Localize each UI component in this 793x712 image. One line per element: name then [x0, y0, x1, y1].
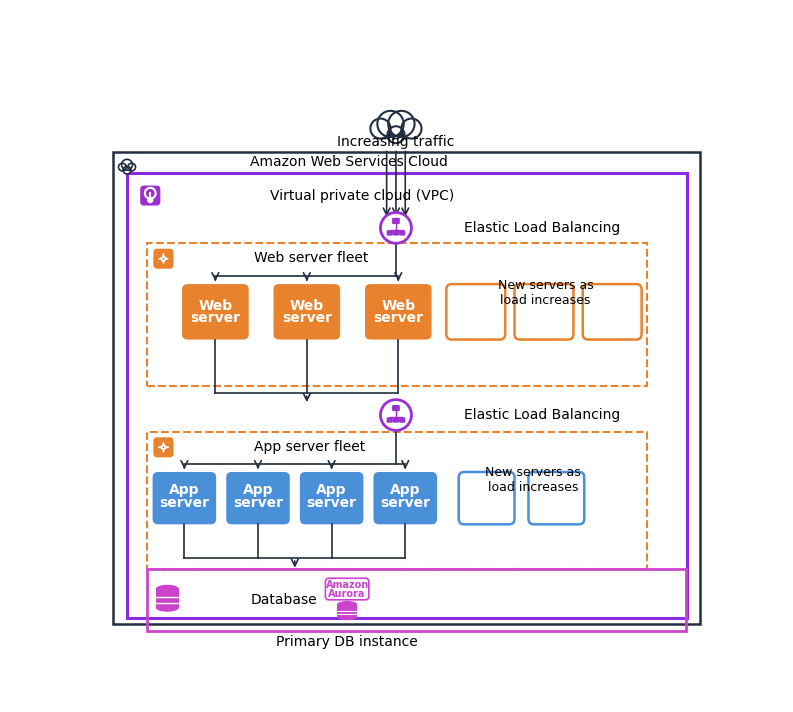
Bar	[118, 164, 136, 172]
FancyBboxPatch shape	[274, 284, 340, 340]
Text: App: App	[316, 483, 347, 498]
Text: New servers as
load increases: New servers as load increases	[498, 279, 593, 308]
FancyBboxPatch shape	[140, 186, 160, 206]
FancyBboxPatch shape	[583, 284, 642, 340]
Bar	[147, 432, 647, 569]
FancyBboxPatch shape	[399, 230, 405, 236]
Text: Elastic Load Balancing: Elastic Load Balancing	[464, 221, 620, 235]
FancyBboxPatch shape	[528, 472, 584, 524]
FancyBboxPatch shape	[325, 578, 369, 600]
Text: Increasing traffic: Increasing traffic	[337, 135, 454, 150]
Circle shape	[381, 212, 412, 244]
Text: New servers as
load increases: New servers as load increases	[485, 466, 581, 493]
Circle shape	[121, 159, 132, 170]
Circle shape	[123, 167, 131, 174]
Text: server: server	[233, 496, 283, 510]
FancyBboxPatch shape	[393, 230, 399, 236]
Text: App server fleet: App server fleet	[254, 439, 366, 454]
Circle shape	[128, 163, 136, 171]
Bar	[113, 152, 699, 624]
FancyBboxPatch shape	[153, 437, 174, 457]
Bar	[155, 589, 179, 607]
Text: Aurora: Aurora	[328, 589, 366, 599]
Text: Web: Web	[381, 298, 416, 313]
FancyBboxPatch shape	[399, 417, 405, 423]
Ellipse shape	[155, 585, 179, 593]
Text: App: App	[169, 483, 200, 498]
FancyBboxPatch shape	[182, 284, 249, 340]
FancyBboxPatch shape	[365, 284, 431, 340]
Text: server: server	[190, 311, 240, 325]
Text: Primary DB instance: Primary DB instance	[276, 635, 418, 649]
Text: Elastic Load Balancing: Elastic Load Balancing	[464, 408, 620, 422]
FancyBboxPatch shape	[300, 472, 363, 524]
Circle shape	[370, 119, 390, 139]
Text: server: server	[381, 496, 431, 510]
Text: App: App	[243, 483, 274, 498]
Circle shape	[118, 163, 126, 171]
Text: Virtual private cloud (VPC): Virtual private cloud (VPC)	[270, 189, 454, 202]
Circle shape	[401, 119, 422, 139]
Ellipse shape	[337, 613, 357, 620]
Text: Amazon: Amazon	[325, 580, 369, 590]
FancyBboxPatch shape	[446, 284, 505, 340]
Bar	[147, 569, 686, 631]
FancyBboxPatch shape	[387, 230, 393, 236]
Bar	[127, 173, 687, 618]
Circle shape	[147, 197, 153, 203]
Text: server: server	[307, 496, 357, 510]
Circle shape	[377, 111, 404, 137]
FancyBboxPatch shape	[458, 472, 515, 524]
Bar	[337, 604, 357, 617]
Text: server: server	[374, 311, 423, 325]
Bar	[370, 124, 422, 138]
Circle shape	[389, 111, 415, 137]
Bar	[147, 244, 647, 386]
FancyBboxPatch shape	[392, 218, 400, 224]
FancyBboxPatch shape	[152, 472, 216, 524]
Ellipse shape	[337, 601, 357, 608]
FancyBboxPatch shape	[153, 248, 174, 268]
Text: server: server	[282, 311, 331, 325]
FancyBboxPatch shape	[515, 284, 573, 340]
FancyBboxPatch shape	[393, 417, 399, 423]
Text: Web: Web	[289, 298, 324, 313]
Circle shape	[381, 399, 412, 430]
Text: server: server	[159, 496, 209, 510]
Circle shape	[388, 126, 404, 143]
FancyBboxPatch shape	[374, 472, 437, 524]
Ellipse shape	[155, 603, 179, 612]
Text: Amazon Web Services Cloud: Amazon Web Services Cloud	[251, 155, 448, 169]
Text: Database: Database	[251, 593, 317, 607]
FancyBboxPatch shape	[392, 405, 400, 411]
Text: Web: Web	[198, 298, 232, 313]
FancyBboxPatch shape	[226, 472, 289, 524]
Text: App: App	[390, 483, 420, 498]
Text: Web server fleet: Web server fleet	[254, 251, 369, 265]
FancyBboxPatch shape	[387, 417, 393, 423]
